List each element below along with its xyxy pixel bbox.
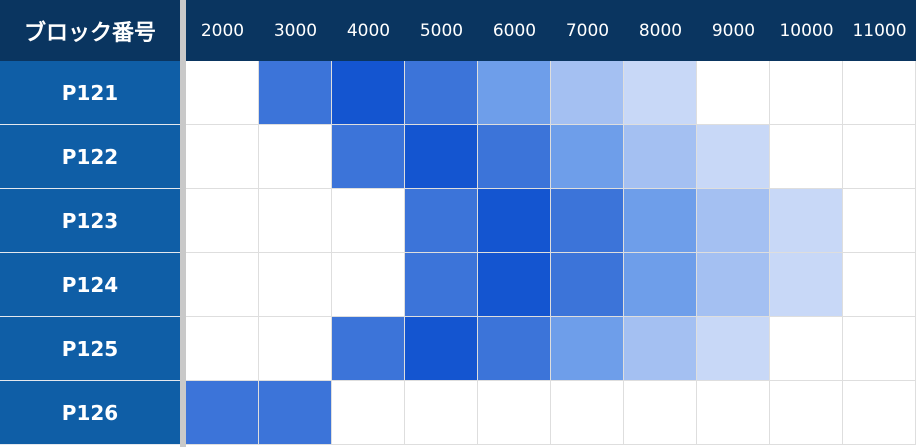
heatmap-cell	[405, 189, 478, 253]
heatmap-cell	[259, 125, 332, 189]
heatmap-cell	[551, 317, 624, 381]
row-header: P122	[0, 125, 180, 189]
row-header: P123	[0, 189, 180, 253]
heatmap-cell	[332, 61, 405, 125]
heatmap-cell	[843, 381, 916, 445]
heatmap-cell	[186, 125, 259, 189]
heatmap-cell	[624, 253, 697, 317]
heatmap-cell	[624, 381, 697, 445]
heatmap-cell	[478, 189, 551, 253]
heatmap-cell	[697, 381, 770, 445]
heatmap-cell	[405, 253, 478, 317]
heatmap-cell	[478, 253, 551, 317]
heatmap-cell	[478, 381, 551, 445]
row-header: P126	[0, 381, 180, 445]
heatmap-cell	[332, 317, 405, 381]
row-header-divider	[180, 0, 186, 447]
column-header: 4000	[346, 20, 391, 41]
heatmap-cell	[770, 381, 843, 445]
heatmap-cell	[770, 125, 843, 189]
heatmap-cell	[332, 253, 405, 317]
corner-label: ブロック番号	[23, 20, 156, 46]
heatmap-cell	[843, 189, 916, 253]
heatmap-cell	[186, 381, 259, 445]
column-header: 8000	[638, 20, 683, 41]
heatmap-cell	[624, 61, 697, 125]
heatmap-cell	[478, 317, 551, 381]
heatmap-cell	[332, 189, 405, 253]
heatmap-cell	[843, 61, 916, 125]
heatmap-cell	[770, 253, 843, 317]
row-header: P125	[0, 317, 180, 381]
heatmap-cell	[551, 61, 624, 125]
heatmap-cell	[843, 125, 916, 189]
heatmap-cell	[405, 125, 478, 189]
heatmap-cell	[697, 125, 770, 189]
heatmap-cell	[551, 253, 624, 317]
row-header: P124	[0, 253, 180, 317]
heatmap-cell	[551, 125, 624, 189]
heatmap-cell	[697, 317, 770, 381]
heatmap-cell	[843, 253, 916, 317]
heatmap-cell	[332, 125, 405, 189]
heatmap-cell	[405, 317, 478, 381]
column-header: 11000	[852, 20, 907, 41]
heatmap-cell	[405, 381, 478, 445]
heatmap-cell	[186, 189, 259, 253]
heatmap-cell	[332, 381, 405, 445]
heatmap-cell	[259, 61, 332, 125]
heatmap-cell	[259, 253, 332, 317]
heatmap-cell	[624, 189, 697, 253]
heatmap-cell	[259, 189, 332, 253]
heatmap-cell	[624, 317, 697, 381]
heatmap-cell	[770, 189, 843, 253]
column-header: 2000	[200, 20, 245, 41]
heatmap-cell	[551, 189, 624, 253]
heatmap-cell	[697, 61, 770, 125]
heatmap-cell	[259, 381, 332, 445]
heatmap-cell	[478, 125, 551, 189]
column-header-bar	[0, 0, 916, 61]
column-header: 6000	[492, 20, 537, 41]
heatmap-cell	[697, 253, 770, 317]
heatmap-cell	[770, 317, 843, 381]
heatmap-cell	[478, 61, 551, 125]
heatmap-cell	[186, 317, 259, 381]
column-header: 3000	[273, 20, 318, 41]
heatmap-cell	[259, 317, 332, 381]
heatmap-cell	[770, 61, 843, 125]
heatmap-cell	[624, 125, 697, 189]
heatmap-cell	[186, 253, 259, 317]
column-header: 5000	[419, 20, 464, 41]
heatmap-cell	[405, 61, 478, 125]
heatmap-cell	[697, 189, 770, 253]
heatmap-cell	[843, 317, 916, 381]
column-header: 7000	[565, 20, 610, 41]
row-header: P121	[0, 61, 180, 125]
column-header: 10000	[779, 20, 834, 41]
heatmap-cell	[551, 381, 624, 445]
heatmap-cell	[186, 61, 259, 125]
column-header: 9000	[711, 20, 756, 41]
